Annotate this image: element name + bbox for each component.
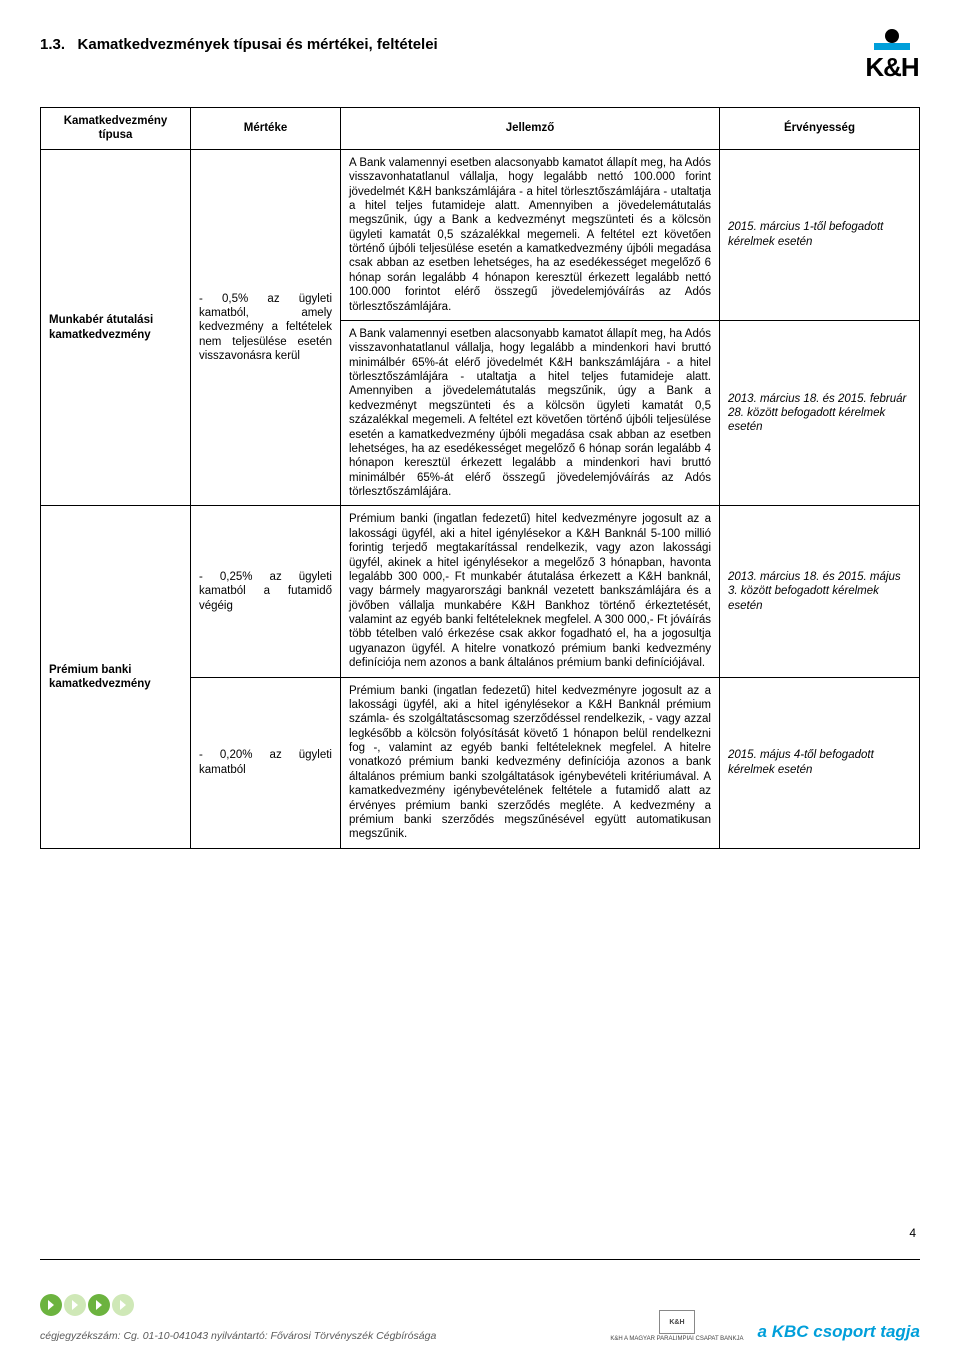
- cell-rate-2a: - 0,25% az ügyleti kamatból a futamidő v…: [191, 506, 341, 677]
- footer-right: K&H K&H A MAGYAR PARALIMPIAI CSAPAT BANK…: [610, 1310, 920, 1342]
- arrow-icon: [40, 1294, 62, 1316]
- footer-rule: [40, 1259, 920, 1260]
- table-header-row: Kamatkedvezmény típusa Mértéke Jellemző …: [41, 108, 920, 150]
- kh-logo: K&H: [864, 28, 920, 83]
- cell-desc-1a: A Bank valamennyi esetben alacsonyabb ka…: [341, 149, 720, 320]
- cell-desc-2b: Prémium banki (ingatlan fedezetű) hitel …: [341, 677, 720, 848]
- cell-valid-2b: 2015. május 4-től befogadott kérelmek es…: [720, 677, 920, 848]
- arrow-icons: [40, 1294, 436, 1316]
- cell-rate-1: - 0,5% az ügyleti kamatból, amely kedvez…: [191, 149, 341, 506]
- paralympic-logo: K&H K&H A MAGYAR PARALIMPIAI CSAPAT BANK…: [610, 1310, 743, 1342]
- footer-left: cégjegyzékszám: Cg. 01-10-041043 nyilván…: [40, 1294, 436, 1342]
- paralympic-text: K&H A MAGYAR PARALIMPIAI CSAPAT BANKJA: [610, 1336, 743, 1342]
- section-title: 1.3. Kamatkedvezmények típusai és mérték…: [40, 28, 438, 53]
- cell-valid-2a: 2013. március 18. és 2015. május 3. közö…: [720, 506, 920, 677]
- arrow-icon: [88, 1294, 110, 1316]
- section-title-text: Kamatkedvezmények típusai és mértékei, f…: [78, 36, 438, 53]
- table-row: Prémium banki kamatkedvezmény - 0,25% az…: [41, 506, 920, 677]
- arrow-icon: [64, 1294, 86, 1316]
- cell-rate-2b: - 0,20% az ügyleti kamatból: [191, 677, 341, 848]
- th-rate: Mértéke: [191, 108, 341, 150]
- page-number: 4: [909, 1226, 916, 1240]
- discount-table: Kamatkedvezmény típusa Mértéke Jellemző …: [40, 107, 920, 849]
- cell-type-2: Prémium banki kamatkedvezmény: [41, 506, 191, 848]
- cell-valid-1b: 2013. március 18. és 2015. február 28. k…: [720, 320, 920, 506]
- cell-desc-1b: A Bank valamennyi esetben alacsonyabb ka…: [341, 320, 720, 506]
- kbc-tagline: a KBC csoport tagja: [758, 1322, 920, 1342]
- th-desc: Jellemző: [341, 108, 720, 150]
- kh-logo-mark: [864, 28, 920, 52]
- arrow-icon: [112, 1294, 134, 1316]
- table-row: Munkabér átutalási kamatkedvezmény - 0,5…: [41, 149, 920, 320]
- registry-text: cégjegyzékszám: Cg. 01-10-041043 nyilván…: [40, 1330, 436, 1342]
- th-type: Kamatkedvezmény típusa: [41, 108, 191, 150]
- th-validity: Érvényesség: [720, 108, 920, 150]
- footer: cégjegyzékszám: Cg. 01-10-041043 nyilván…: [40, 1294, 920, 1342]
- cell-type-1: Munkabér átutalási kamatkedvezmény: [41, 149, 191, 506]
- cell-desc-2a: Prémium banki (ingatlan fedezetű) hitel …: [341, 506, 720, 677]
- header-row: 1.3. Kamatkedvezmények típusai és mérték…: [40, 28, 920, 83]
- kh-logo-text: K&H: [865, 52, 918, 83]
- cell-valid-1a: 2015. március 1-től befogadott kérelmek …: [720, 149, 920, 320]
- section-number: 1.3.: [40, 36, 65, 53]
